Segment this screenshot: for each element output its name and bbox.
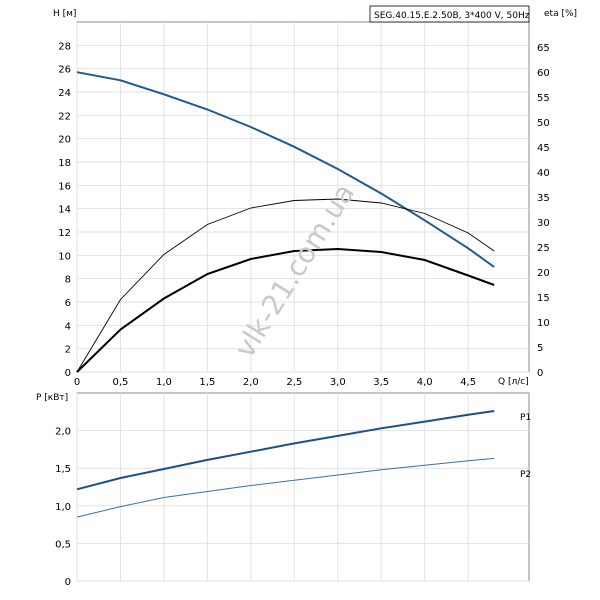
y-tick-label: 0 — [65, 368, 71, 379]
p-axis-label: P [кВт] — [36, 393, 68, 403]
x-tick-label: 0 — [74, 377, 80, 388]
y-tick-label: 22 — [58, 111, 71, 122]
p2-curve — [76, 457, 495, 518]
y2-tick-label: 10 — [537, 318, 550, 329]
q-axis-label: Q [л/с] — [498, 377, 529, 387]
y-tick-label: 6 — [65, 298, 71, 309]
y-tick-label: 16 — [58, 181, 71, 192]
h-axis-label: H [м] — [53, 9, 76, 19]
x-tick-label: 1,5 — [199, 377, 215, 388]
top-plot-frame — [76, 21, 530, 373]
y-tick-label: 8 — [65, 275, 71, 286]
y2-tick-label: 60 — [537, 68, 550, 79]
y2-tick-label: 35 — [537, 193, 550, 204]
head-curve — [76, 71, 495, 268]
x-tick-label: 2,0 — [243, 377, 259, 388]
efficiency-curve-upper — [76, 198, 495, 373]
y-tick-label: 24 — [58, 88, 71, 99]
y2-tick-label: 45 — [537, 143, 550, 154]
efficiency-curve-lower — [76, 247, 495, 373]
y-tick-label: 20 — [58, 135, 71, 146]
y2-tick-label: 65 — [537, 43, 550, 54]
y-tick-label: 12 — [58, 228, 71, 239]
y2-tick-label: 40 — [537, 168, 550, 179]
bottom-grid — [76, 393, 529, 582]
y2-tick-label: 50 — [537, 118, 550, 129]
y2-tick-label: 20 — [537, 268, 550, 279]
p1-series-label: P1 — [520, 413, 531, 423]
p-tick-label: 0 — [65, 577, 71, 588]
bottom-tick-labels: 0 0,5 1,0 1,5 2,0 — [55, 427, 71, 588]
y-tick-label: 18 — [58, 158, 71, 169]
x-tick-label: 2,5 — [286, 377, 302, 388]
x-tick-label: 1,0 — [156, 377, 172, 388]
y2-tick-label: 55 — [537, 93, 550, 104]
p-tick-label: 0,5 — [55, 539, 71, 550]
y2-tick-label: 25 — [537, 243, 550, 254]
y2-tick-label: 15 — [537, 293, 550, 304]
p-tick-label: 2,0 — [55, 427, 71, 438]
x-tick-label: 4,0 — [417, 377, 433, 388]
title-box — [369, 5, 530, 23]
y-tick-label: 14 — [58, 205, 71, 216]
y2-tick-label: 0 — [537, 368, 543, 379]
y-tick-label: 26 — [58, 65, 71, 76]
bottom-series — [76, 410, 495, 518]
x-tick-label: 3,0 — [330, 377, 346, 388]
eta-axis-label: eta [%] — [544, 9, 577, 19]
x-tick-label: 4,5 — [460, 377, 476, 388]
y-tick-label: 10 — [58, 251, 71, 262]
p-tick-label: 1,5 — [55, 464, 71, 475]
x-tick-label: 3,5 — [373, 377, 389, 388]
y-tick-label: 4 — [65, 321, 71, 332]
top-series — [76, 71, 495, 373]
y2-tick-label: 5 — [537, 343, 543, 354]
bottom-plot-frame — [76, 392, 530, 582]
y2-tick-label: 30 — [537, 218, 550, 229]
p2-series-label: P2 — [520, 470, 531, 480]
p1-curve — [76, 410, 495, 491]
top-grid — [76, 22, 529, 373]
p-tick-label: 1,0 — [55, 502, 71, 513]
x-tick-label: 0,5 — [113, 377, 129, 388]
y-tick-label: 2 — [65, 345, 71, 356]
power-panel: 0 0,5 1,0 1,5 2,0 P [кВт] P1 P2 — [36, 392, 531, 588]
y-tick-label: 28 — [58, 41, 71, 52]
chart-title: SEG.40.15.E.2.50B, 3*400 V, 50Hz — [374, 11, 530, 21]
